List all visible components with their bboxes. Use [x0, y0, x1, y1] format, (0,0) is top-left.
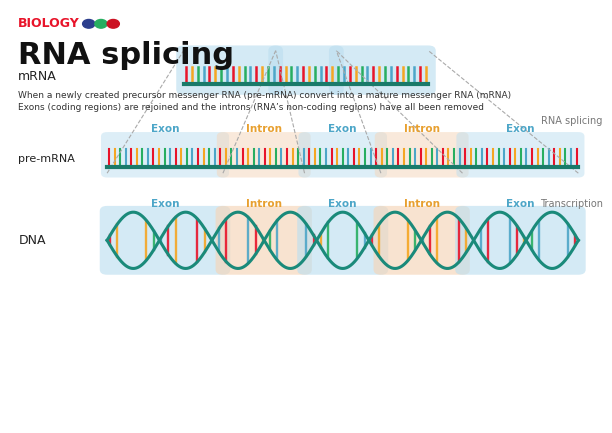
FancyBboxPatch shape	[100, 206, 230, 275]
FancyBboxPatch shape	[297, 206, 388, 275]
Text: mRNA: mRNA	[18, 70, 57, 83]
Text: Intron: Intron	[404, 199, 439, 209]
FancyBboxPatch shape	[217, 132, 311, 178]
Text: Transcription: Transcription	[540, 198, 603, 209]
FancyBboxPatch shape	[268, 45, 344, 95]
Text: RNA splicing: RNA splicing	[542, 116, 603, 126]
FancyBboxPatch shape	[373, 206, 470, 275]
FancyBboxPatch shape	[375, 132, 469, 178]
Text: Exon: Exon	[329, 124, 357, 134]
Text: Intron: Intron	[246, 199, 282, 209]
FancyBboxPatch shape	[457, 132, 584, 178]
Text: Intron: Intron	[404, 124, 439, 134]
Circle shape	[83, 19, 95, 28]
Text: Exon: Exon	[151, 199, 179, 209]
Text: Exons (coding regions) are rejoined and the introns (RNA’s non-coding regions) h: Exons (coding regions) are rejoined and …	[18, 103, 484, 112]
Circle shape	[95, 19, 107, 28]
FancyBboxPatch shape	[215, 206, 312, 275]
Text: Exon: Exon	[506, 199, 535, 209]
Text: Exon: Exon	[329, 199, 357, 209]
Circle shape	[107, 19, 119, 28]
FancyBboxPatch shape	[176, 45, 283, 95]
Text: pre-mRNA: pre-mRNA	[18, 154, 75, 164]
Text: BIOLOGY: BIOLOGY	[18, 17, 80, 30]
Text: When a newly created precursor messenger RNA (pre-mRNA) convert into a mature me: When a newly created precursor messenger…	[18, 91, 512, 100]
FancyBboxPatch shape	[455, 206, 586, 275]
Text: Intron: Intron	[246, 124, 282, 134]
FancyBboxPatch shape	[101, 132, 229, 178]
Text: Exon: Exon	[506, 124, 535, 134]
Text: Exon: Exon	[151, 124, 179, 134]
FancyBboxPatch shape	[329, 45, 436, 95]
Text: RNA splicing: RNA splicing	[18, 41, 234, 70]
FancyBboxPatch shape	[299, 132, 387, 178]
Text: DNA: DNA	[18, 234, 46, 247]
